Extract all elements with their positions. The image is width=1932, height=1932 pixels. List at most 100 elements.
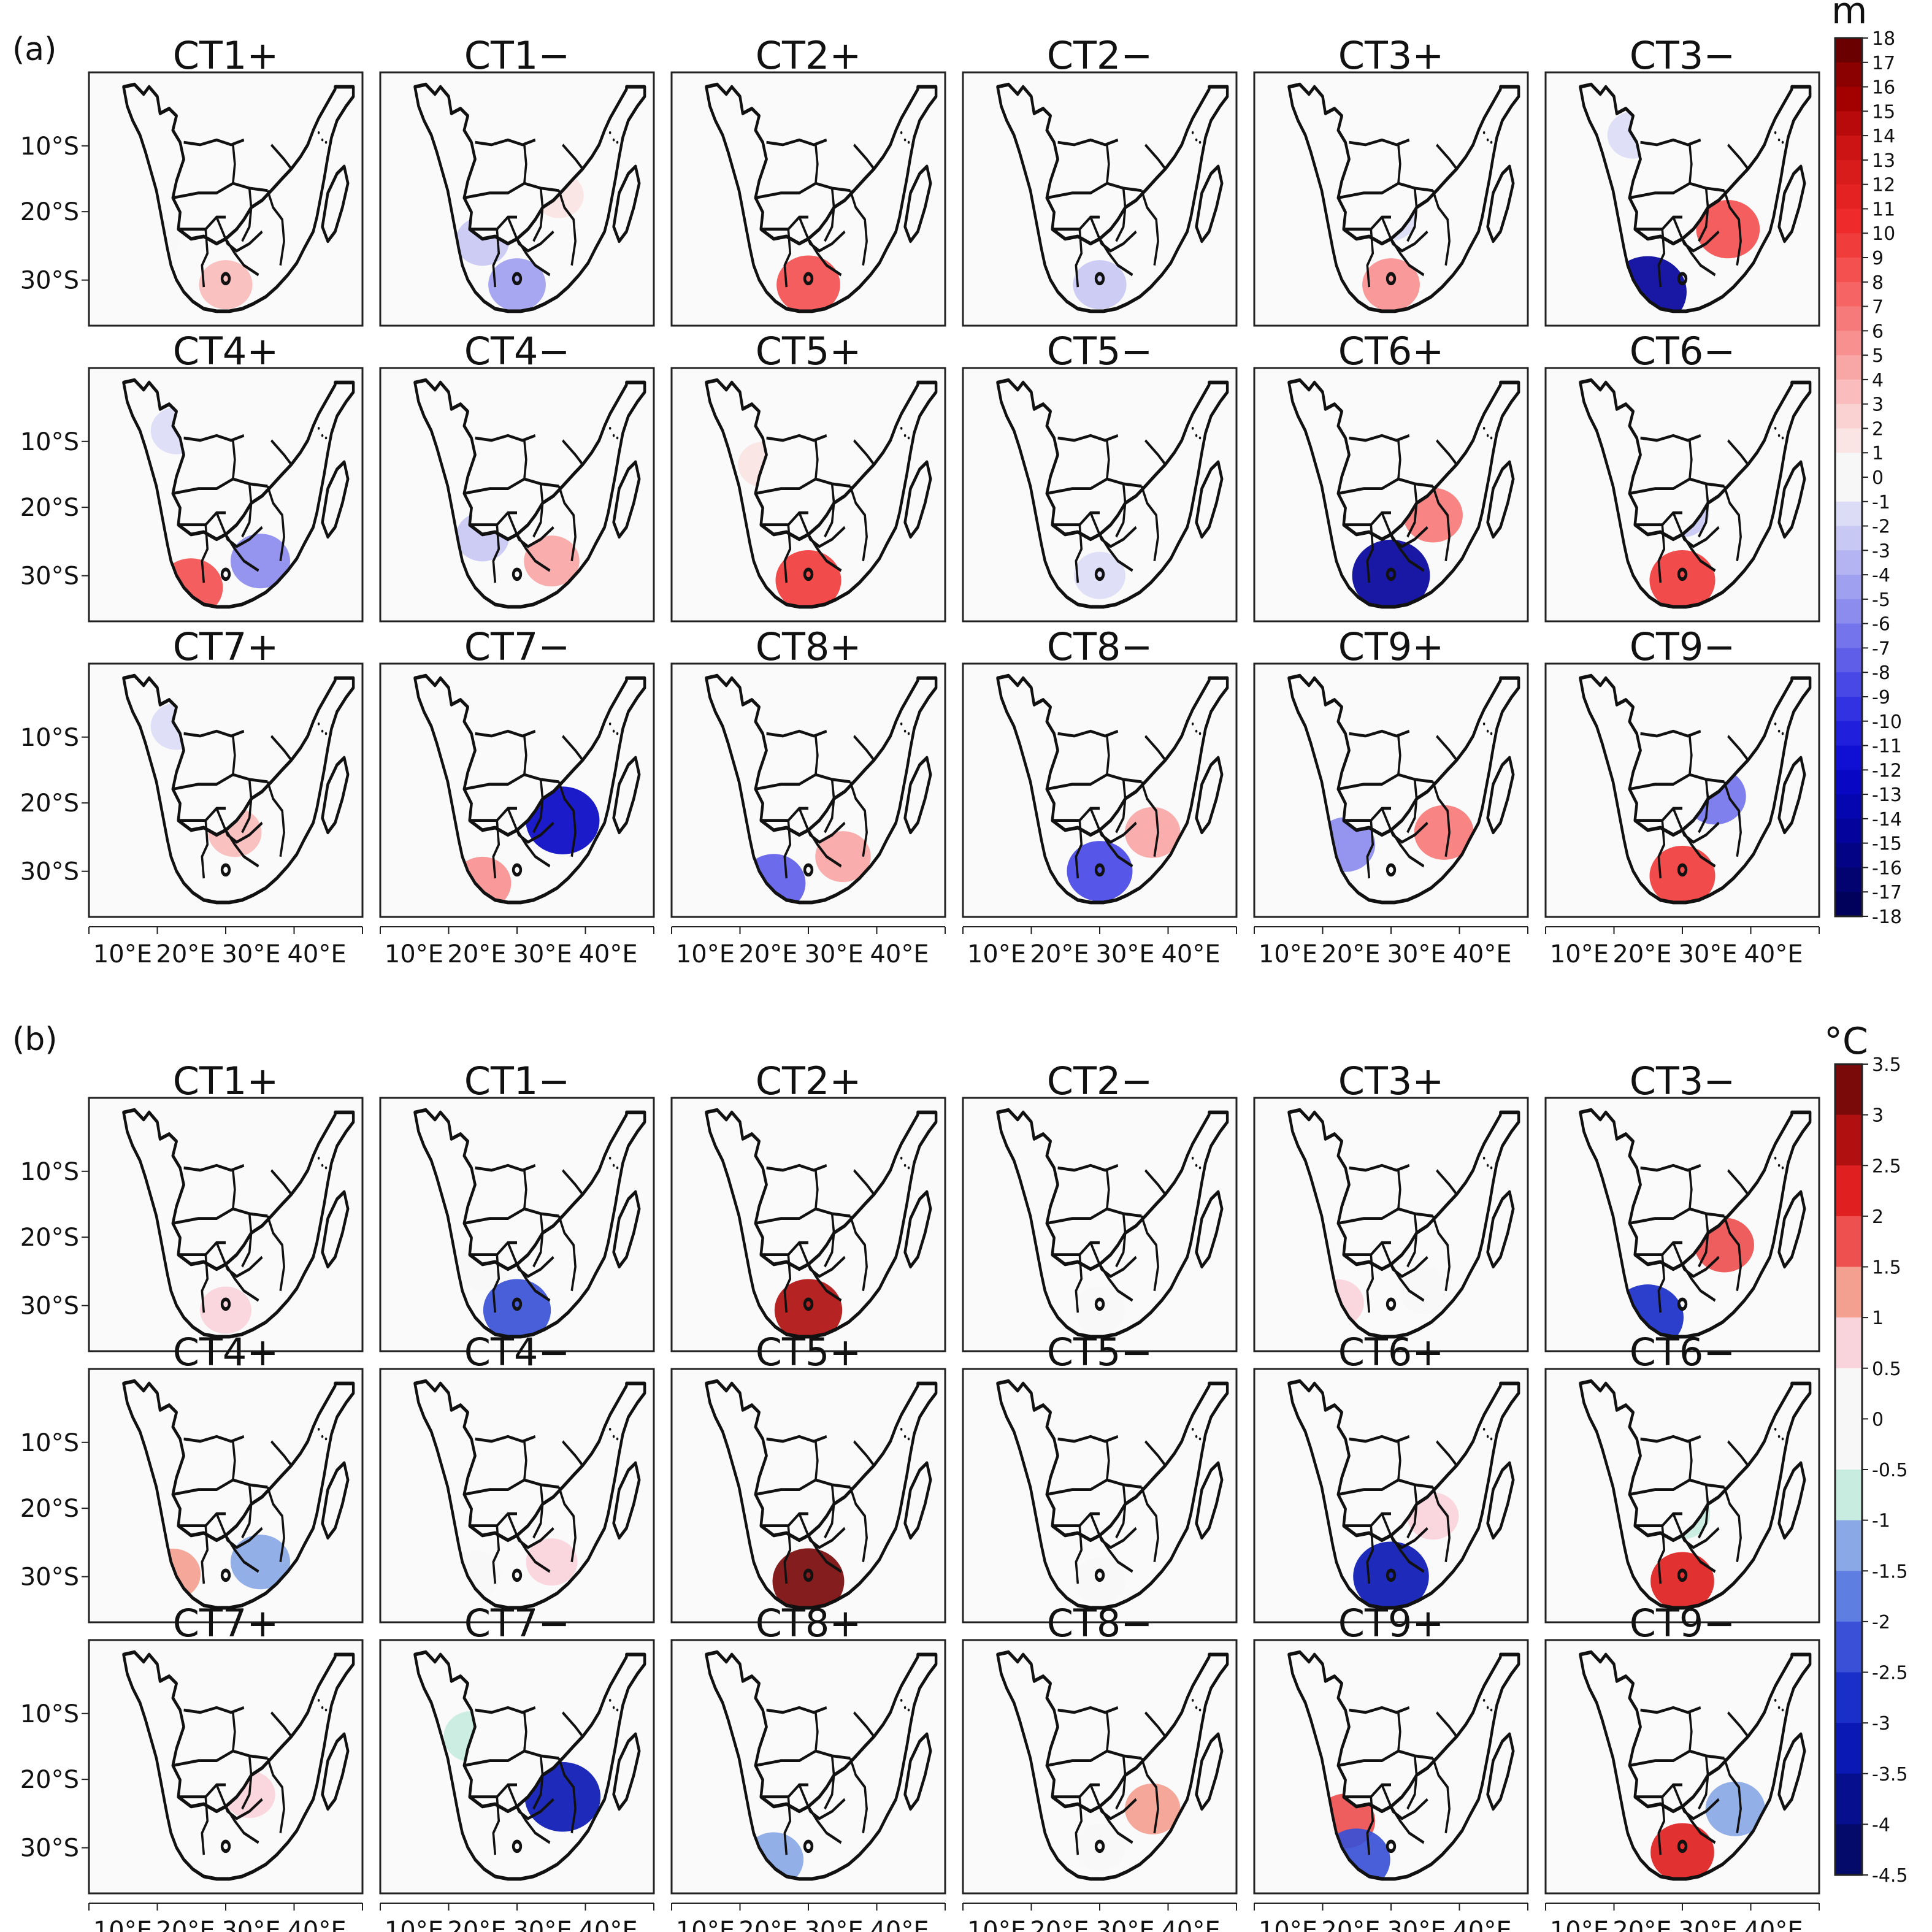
map-grid: CT1+ 10°S 20°S 30°S CT1− CT2+ CT2− CT3+ CT3− CT4+… xyxy=(20,33,1820,1932)
lat-tick-label: 30°S xyxy=(20,1563,79,1592)
map-b-18: CT9− xyxy=(1544,1601,1820,1895)
country-border xyxy=(1144,735,1167,762)
country-border xyxy=(492,1525,500,1584)
island-dot xyxy=(903,1435,907,1438)
country-border xyxy=(824,188,835,242)
country-border xyxy=(1343,215,1392,231)
country-border xyxy=(201,820,209,879)
lesotho-outline xyxy=(803,567,814,581)
map-b-10: CT5− xyxy=(962,1330,1238,1623)
country-border xyxy=(469,215,518,231)
country-border xyxy=(1640,1163,1701,1172)
lon-axis-a-5: 10°E 20°E 30°E 40°E xyxy=(1254,926,1528,968)
country-border xyxy=(183,729,245,738)
country-border xyxy=(761,1783,809,1799)
country-border xyxy=(1052,511,1100,527)
country-border xyxy=(270,1440,293,1467)
lesotho-outline xyxy=(1094,272,1105,286)
lesotho-outline xyxy=(1094,567,1105,581)
colorbar-m-swatch xyxy=(1835,526,1862,551)
colorbar-celsius-swatch xyxy=(1835,1368,1862,1419)
country-border xyxy=(755,182,851,199)
colorbar-celsius-tick-label: 0.5 xyxy=(1872,1359,1901,1380)
country-border xyxy=(232,144,236,184)
country-border xyxy=(1115,779,1127,834)
lon-tick-label: 40°E xyxy=(1452,1917,1511,1932)
map-b-13: CT7+ 10°S 20°S 30°S xyxy=(20,1601,364,1895)
country-border xyxy=(766,1706,827,1714)
country-border xyxy=(853,144,875,171)
anomaly-patch xyxy=(1400,1267,1452,1315)
country-border xyxy=(1397,735,1401,775)
colorbar-m-swatch xyxy=(1835,550,1862,575)
country-border xyxy=(1681,1534,1716,1573)
map-content xyxy=(1580,1652,1810,1882)
colorbar-celsius-tick-label: 1 xyxy=(1872,1308,1884,1329)
lesotho-outline xyxy=(512,567,523,581)
country-border xyxy=(241,483,253,538)
map-a-2: CT1− xyxy=(379,33,655,327)
lon-tick-label: 30°E xyxy=(1387,940,1446,968)
lesotho-outline xyxy=(1094,863,1105,877)
colorbar-m-swatch xyxy=(1835,770,1862,795)
map-title: CT5+ xyxy=(756,1330,862,1374)
island-dot xyxy=(903,1163,907,1167)
colorbar-m-tick-label: -16 xyxy=(1872,857,1902,879)
lon-tick-label: 20°E xyxy=(1321,940,1380,968)
lesotho-outline xyxy=(220,1297,231,1311)
lesotho-outline xyxy=(1386,567,1397,581)
lesotho-outline xyxy=(803,863,814,877)
country-border xyxy=(183,434,245,442)
colorbar-m-swatch xyxy=(1835,136,1862,161)
island-dot xyxy=(612,1163,615,1167)
island-dot xyxy=(1781,1708,1784,1712)
country-border xyxy=(492,1254,500,1313)
colorbar-m: m 1817161514131211109876543210-1-2-3-4-5… xyxy=(1831,0,1902,928)
map-a-10: CT5− xyxy=(962,329,1238,623)
country-border xyxy=(532,1755,544,1810)
island-dot xyxy=(612,1706,615,1709)
map-a-6: CT3− xyxy=(1544,33,1820,327)
map-content xyxy=(706,1110,936,1341)
map-content xyxy=(997,1381,1227,1608)
country-border xyxy=(1397,144,1401,184)
country-border xyxy=(1075,1796,1083,1855)
map-title: CT3+ xyxy=(1338,1059,1444,1103)
lesotho-outline xyxy=(803,272,814,286)
country-border xyxy=(1349,1435,1410,1443)
country-border xyxy=(1144,1440,1167,1467)
island-dot xyxy=(1486,729,1489,733)
country-border xyxy=(1057,1706,1119,1714)
country-border xyxy=(1338,477,1433,495)
country-border xyxy=(755,477,851,495)
colorbar-celsius-swatch xyxy=(1835,1571,1862,1622)
island-dot xyxy=(612,434,615,437)
map-title: CT9+ xyxy=(1338,1601,1444,1646)
colorbar-celsius-tick-label: -4.5 xyxy=(1872,1865,1908,1887)
country-border xyxy=(266,1757,285,1834)
country-border xyxy=(475,138,536,147)
country-border xyxy=(270,735,293,762)
country-border xyxy=(1046,1207,1142,1225)
country-border xyxy=(558,190,577,266)
map-content xyxy=(997,1652,1227,1879)
lon-tick-label: 20°E xyxy=(156,940,215,968)
colorbar-celsius-tick-label: -3.5 xyxy=(1872,1764,1908,1785)
country-border xyxy=(1338,182,1433,199)
island-dot xyxy=(900,722,903,726)
lesotho-outline xyxy=(1094,1297,1105,1311)
country-border xyxy=(1349,729,1410,738)
country-border xyxy=(562,1711,584,1738)
island-dot xyxy=(900,426,903,430)
map-title: CT7+ xyxy=(173,1601,279,1646)
island-dot xyxy=(1482,722,1485,726)
lon-tick-label: 40°E xyxy=(287,940,346,968)
country-border xyxy=(1381,1512,1428,1549)
map-title: CT8+ xyxy=(756,1601,862,1646)
island-dot xyxy=(612,729,615,733)
madagascar-outline xyxy=(321,1732,350,1811)
island-dot xyxy=(1774,1156,1777,1160)
country-border xyxy=(1089,512,1137,548)
lesotho-outline xyxy=(512,863,523,877)
map-a-18: CT9− xyxy=(1544,624,1820,918)
